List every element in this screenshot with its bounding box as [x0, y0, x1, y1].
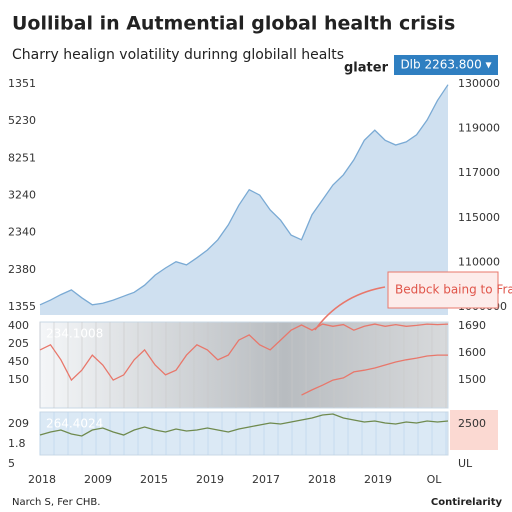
- y-tick-label-right: 1690: [458, 319, 486, 332]
- panel-label: 264.4024: [46, 417, 103, 431]
- x-tick-label: 2018: [28, 473, 56, 486]
- y-tick-label-right: 115000: [458, 211, 500, 224]
- subtitle: Charry healign volatility durinng globil…: [12, 47, 344, 63]
- x-tick-label: 2018: [308, 473, 336, 486]
- y-tick-label-right: 117000: [458, 166, 500, 179]
- y-tick-label-left: 8251: [8, 151, 36, 164]
- y-tick-label-left: 3240: [8, 189, 36, 202]
- series-label: glater: [344, 61, 389, 76]
- x-tick-label: 2019: [364, 473, 392, 486]
- y-tick-label-left: 2340: [8, 226, 36, 239]
- y-tick-label-left: 1.8: [8, 437, 26, 450]
- y-tick-label-left: 2380: [8, 263, 36, 276]
- y-tick-label-right: 1500: [458, 373, 486, 386]
- y-tick-label-left: 205: [8, 337, 29, 350]
- y-tick-label-left: 400: [8, 319, 29, 332]
- callout: Dlb 2263.800 ▾: [400, 58, 491, 72]
- x-tick-label: OL: [427, 473, 443, 486]
- y-tick-label-left: 5230: [8, 114, 36, 127]
- y-tick-label-left: 150: [8, 373, 29, 386]
- annotation-arrow: [314, 286, 386, 331]
- line: [39, 84, 449, 306]
- y-tick-label-left: 209: [8, 417, 29, 430]
- line: [39, 323, 449, 382]
- footer-right: Contirelarity: [431, 497, 503, 508]
- annotation-box: [387, 271, 499, 309]
- panel-label: 234.1008: [46, 327, 103, 341]
- y-tick-label-left: 450: [8, 355, 29, 368]
- x-tick-label: 2019: [196, 473, 224, 486]
- line: [39, 413, 449, 437]
- y-tick-label-left: 1351: [8, 77, 36, 90]
- y-tick-label-left: 1355: [8, 300, 36, 313]
- y-tick-label-right: 1600: [458, 346, 486, 359]
- y-tick-label-right: 2500: [458, 417, 486, 430]
- annotation: Bedbck baing to Fraited: [395, 283, 512, 297]
- y-tick-label-right: 130000: [458, 77, 500, 90]
- right-box: [450, 410, 498, 450]
- y-tick-label-right: 119000: [458, 122, 500, 135]
- panel-background: [39, 411, 449, 456]
- area: [40, 84, 448, 315]
- chart-title: Uollibal in Autmential global health cri…: [12, 13, 455, 35]
- x-tick-label: 2017: [252, 473, 280, 486]
- x-tick-label: 2015: [140, 473, 168, 486]
- y-tick-label-right: 110000: [458, 255, 500, 268]
- y-tick-label-right: UL: [458, 457, 473, 470]
- footer-left: Narch S, Fer CHB.: [12, 497, 100, 508]
- x-tick-label: 2009: [84, 473, 112, 486]
- line: [301, 354, 448, 396]
- callout-box: [394, 55, 498, 75]
- y-tick-label-left: 5: [8, 457, 15, 470]
